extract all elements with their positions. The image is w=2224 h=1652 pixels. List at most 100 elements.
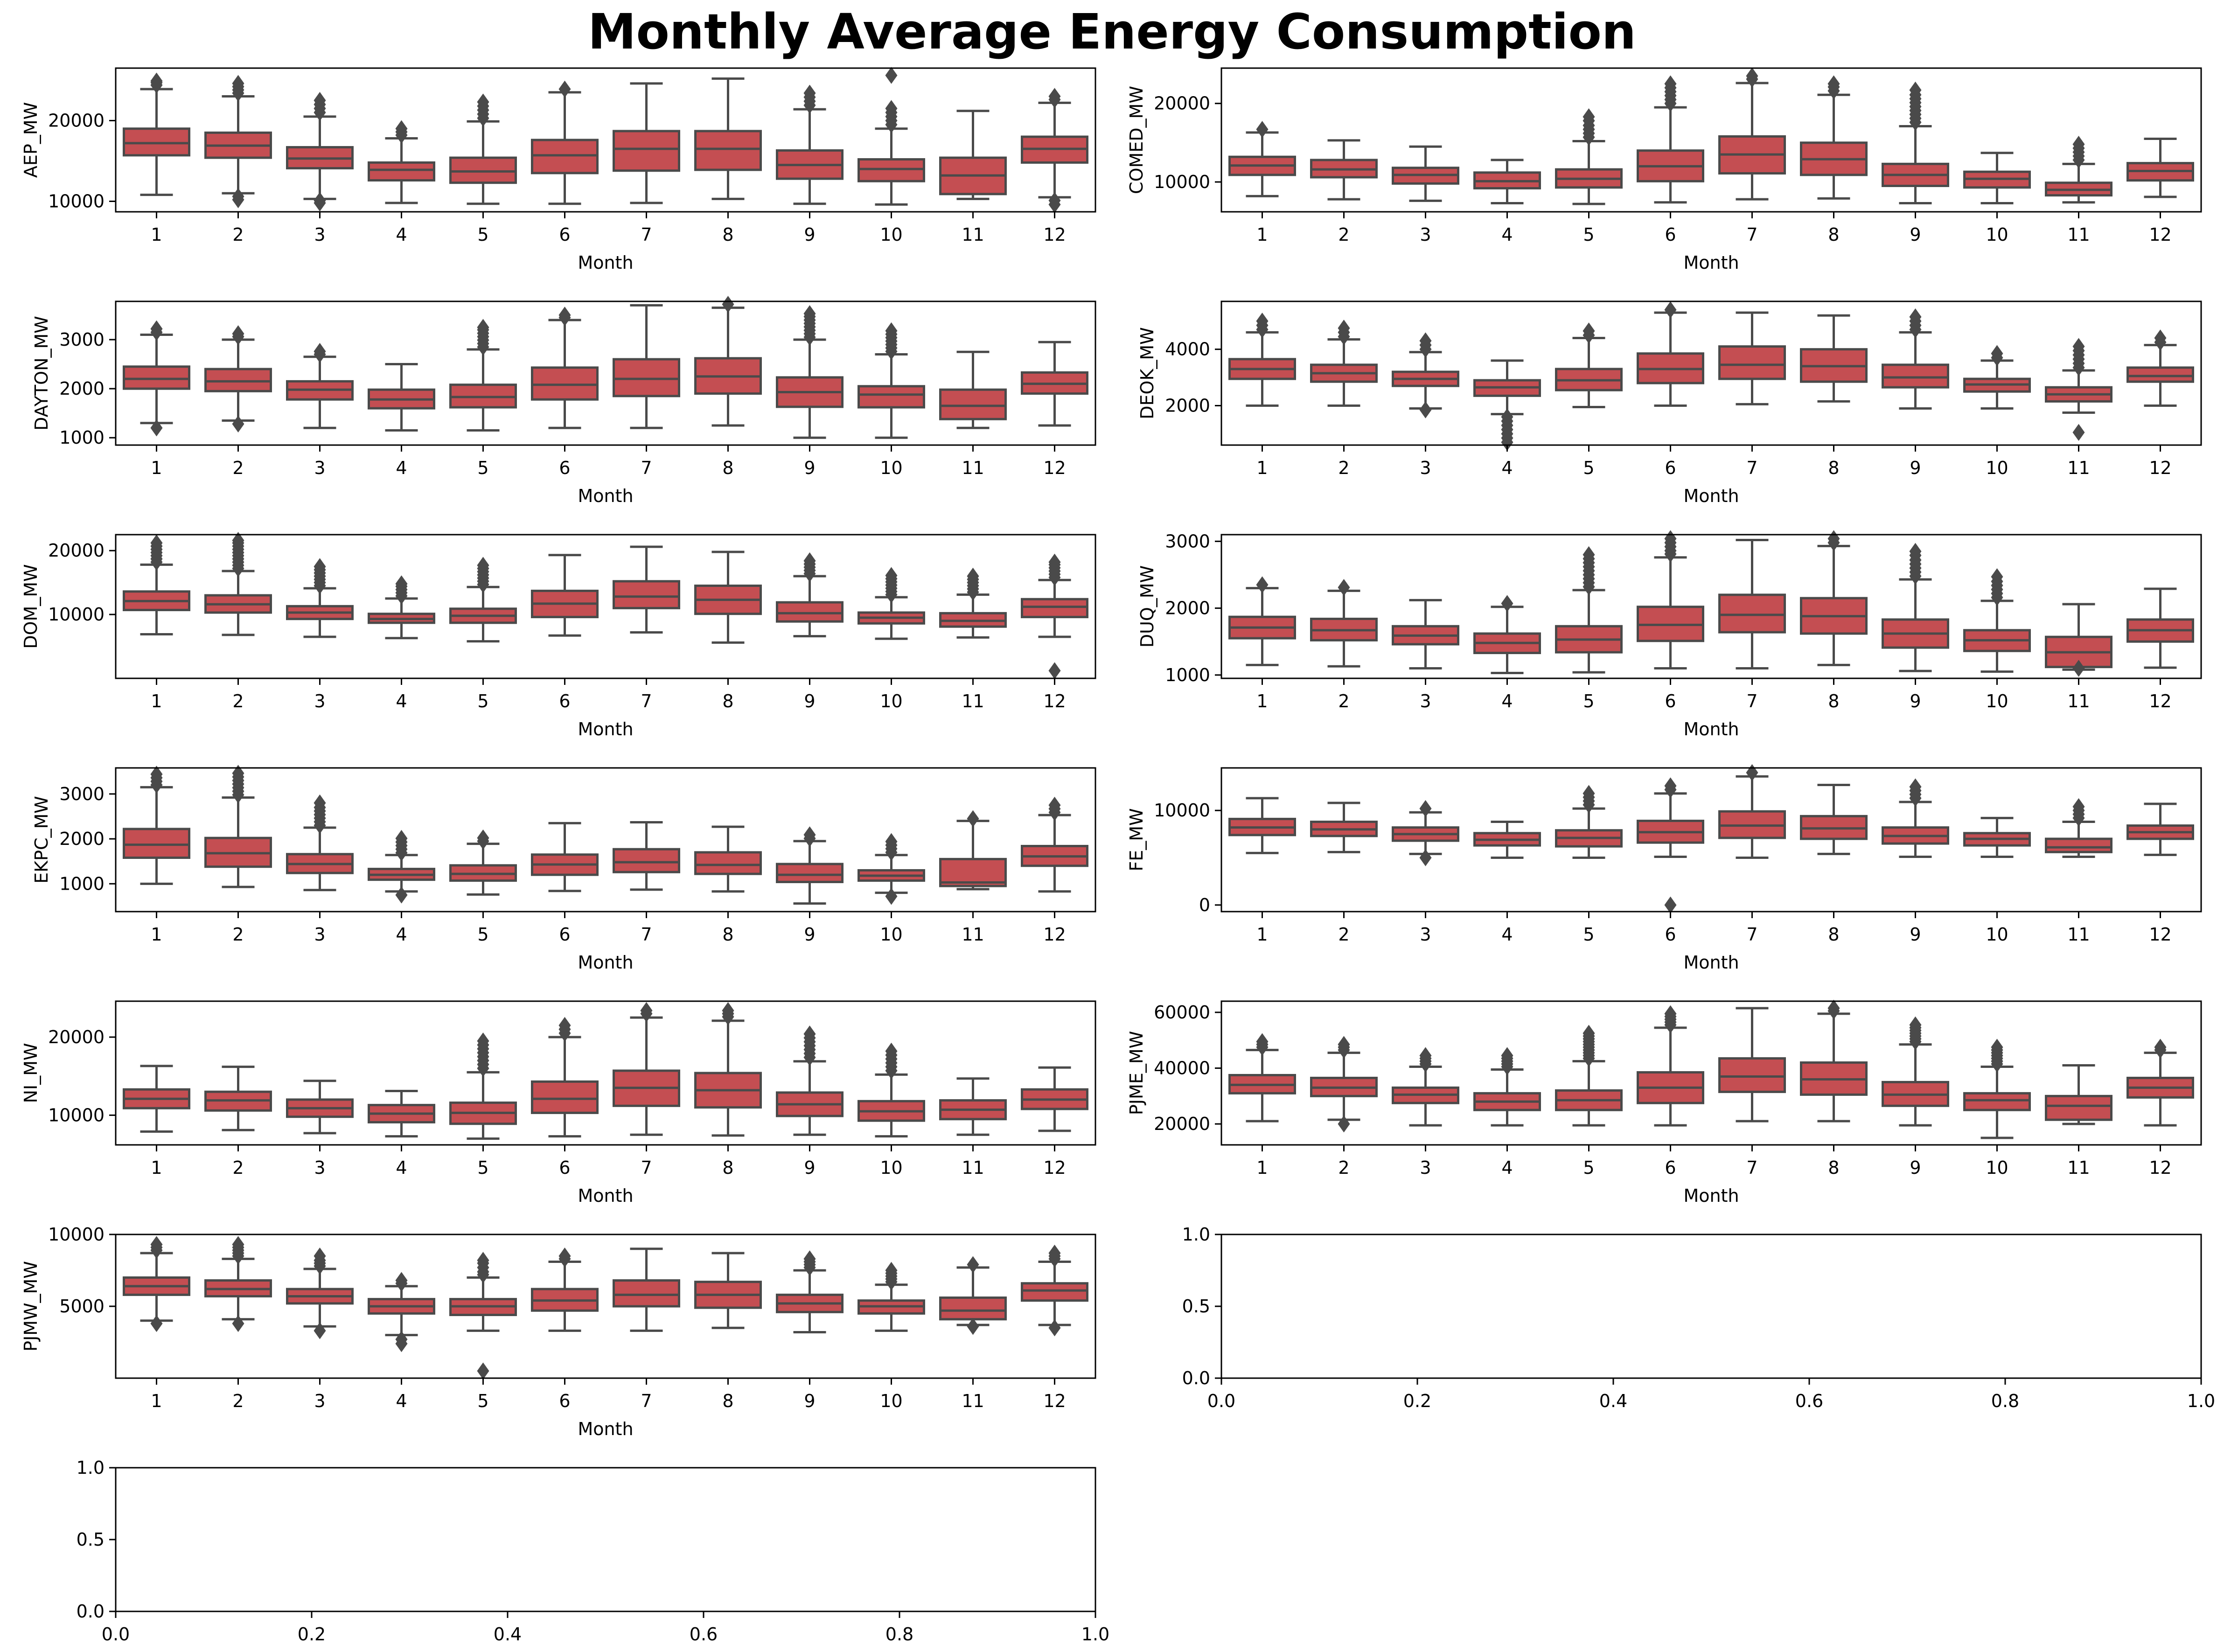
outlier-point — [1048, 662, 1061, 679]
box-month-3 — [1392, 145, 1459, 202]
y-axis-label: DAYTON_MW — [31, 316, 52, 431]
x-tick-label: 12 — [1043, 458, 1066, 478]
box-month-11 — [2045, 136, 2112, 204]
x-axis-label: Month — [1683, 719, 1739, 739]
x-tick-label: 12 — [1043, 1391, 1066, 1411]
box-month-9 — [776, 305, 844, 439]
outlier-point — [1583, 785, 1595, 802]
y-axis-label: PJMW_MW — [21, 1261, 41, 1352]
outlier-point — [2154, 1039, 2167, 1056]
x-tick-label: 7 — [641, 924, 652, 945]
outlier-point — [314, 192, 326, 209]
box-month-3 — [1392, 800, 1459, 866]
x-axis-label: Month — [578, 486, 633, 506]
iqr-box — [1718, 345, 1786, 380]
box-month-5 — [449, 93, 517, 205]
outlier-point — [1048, 192, 1061, 209]
box-month-4 — [1473, 1047, 1541, 1127]
outlier-point — [1746, 764, 1758, 781]
y-tick-label: 0.0 — [1182, 1368, 1210, 1388]
iqr-box — [858, 385, 925, 409]
outlier-point — [477, 1032, 489, 1050]
x-tick-label: 7 — [1746, 458, 1757, 478]
box-month-4 — [368, 829, 435, 904]
outlier-point — [1256, 121, 1269, 138]
x-tick-label: 1 — [151, 1391, 162, 1411]
outlier-point — [314, 794, 326, 812]
outlier-point — [150, 766, 163, 783]
box-month-11 — [2045, 1064, 2112, 1125]
box-month-1 — [1228, 313, 1296, 407]
x-tick-label: 1.0 — [1081, 1624, 1109, 1645]
x-tick-label: 5 — [1583, 691, 1594, 711]
outlier-point — [803, 1250, 816, 1268]
x-tick-label: 10 — [880, 224, 902, 245]
box-month-1 — [1228, 121, 1296, 197]
iqr-box — [204, 368, 272, 392]
box-month-12 — [1021, 1066, 1088, 1132]
y-tick-label: 2000 — [1165, 598, 1210, 619]
x-tick-label: 4 — [396, 1391, 407, 1411]
box-month-10 — [858, 1042, 925, 1138]
box-month-6 — [1637, 75, 1704, 204]
x-tick-label: 11 — [2067, 458, 2090, 478]
outlier-point — [395, 829, 408, 847]
x-tick-label: 4 — [1501, 224, 1513, 245]
box-month-2 — [1310, 1036, 1378, 1133]
y-tick-label: 1.0 — [77, 1457, 105, 1478]
x-tick-label: 12 — [1043, 691, 1066, 711]
y-tick-label: 3000 — [59, 329, 105, 350]
box-month-6 — [531, 307, 599, 429]
outlier-point — [967, 1317, 979, 1335]
box-month-12 — [2126, 329, 2194, 407]
outlier-point — [2072, 424, 2085, 441]
box-month-3 — [286, 558, 354, 638]
x-tick-label: 12 — [2149, 224, 2171, 245]
iqr-box — [1963, 1092, 2031, 1111]
x-tick-label: 9 — [804, 1391, 815, 1411]
outlier-point — [1501, 1047, 1513, 1064]
box-month-6 — [1637, 777, 1704, 914]
x-tick-label: 10 — [1986, 1157, 2008, 1178]
box-month-9 — [1882, 543, 1949, 672]
x-tick-label: 1 — [1256, 1157, 1268, 1178]
y-tick-label: 1000 — [1165, 665, 1210, 685]
outlier-point — [1991, 345, 2003, 362]
iqr-box — [613, 848, 680, 873]
outlier-point — [640, 1002, 653, 1019]
box-month-10 — [1963, 1039, 2031, 1139]
x-tick-label: 7 — [641, 224, 652, 245]
outlier-point — [1664, 1005, 1677, 1023]
box-month-9 — [1882, 308, 1949, 410]
x-tick-label: 11 — [2067, 691, 2090, 711]
iqr-box — [2126, 366, 2194, 383]
y-tick-label: 10000 — [48, 604, 105, 625]
y-tick-label: 3000 — [59, 784, 105, 804]
outlier-point — [1583, 546, 1595, 564]
x-tick-label: 0.2 — [298, 1624, 326, 1645]
iqr-box — [531, 139, 599, 174]
x-tick-label: 8 — [722, 458, 733, 478]
x-tick-label: 5 — [477, 691, 488, 711]
box-month-10 — [1963, 345, 2031, 410]
y-tick-label: 0.5 — [1182, 1296, 1210, 1317]
x-tick-label: 12 — [2149, 691, 2171, 711]
box-month-1 — [123, 1065, 190, 1133]
outlier-point — [885, 100, 898, 117]
outlier-point — [803, 305, 816, 322]
box-month-11 — [939, 810, 1007, 891]
box-month-7 — [613, 1002, 680, 1136]
outlier-point — [1583, 1025, 1595, 1042]
x-axis-label: Month — [1683, 952, 1739, 973]
x-tick-label: 2 — [232, 924, 244, 945]
x-tick-label: 8 — [1828, 691, 1839, 711]
x-axis-label: Month — [578, 252, 633, 273]
plot-frame — [115, 1000, 1096, 1146]
box-month-11 — [939, 350, 1007, 429]
y-axis-label: NI_MW — [21, 1043, 41, 1103]
box-month-5 — [1555, 785, 1623, 859]
x-tick-label: 12 — [1043, 224, 1066, 245]
x-tick-label: 10 — [1986, 458, 2008, 478]
outlier-point — [1664, 301, 1677, 319]
